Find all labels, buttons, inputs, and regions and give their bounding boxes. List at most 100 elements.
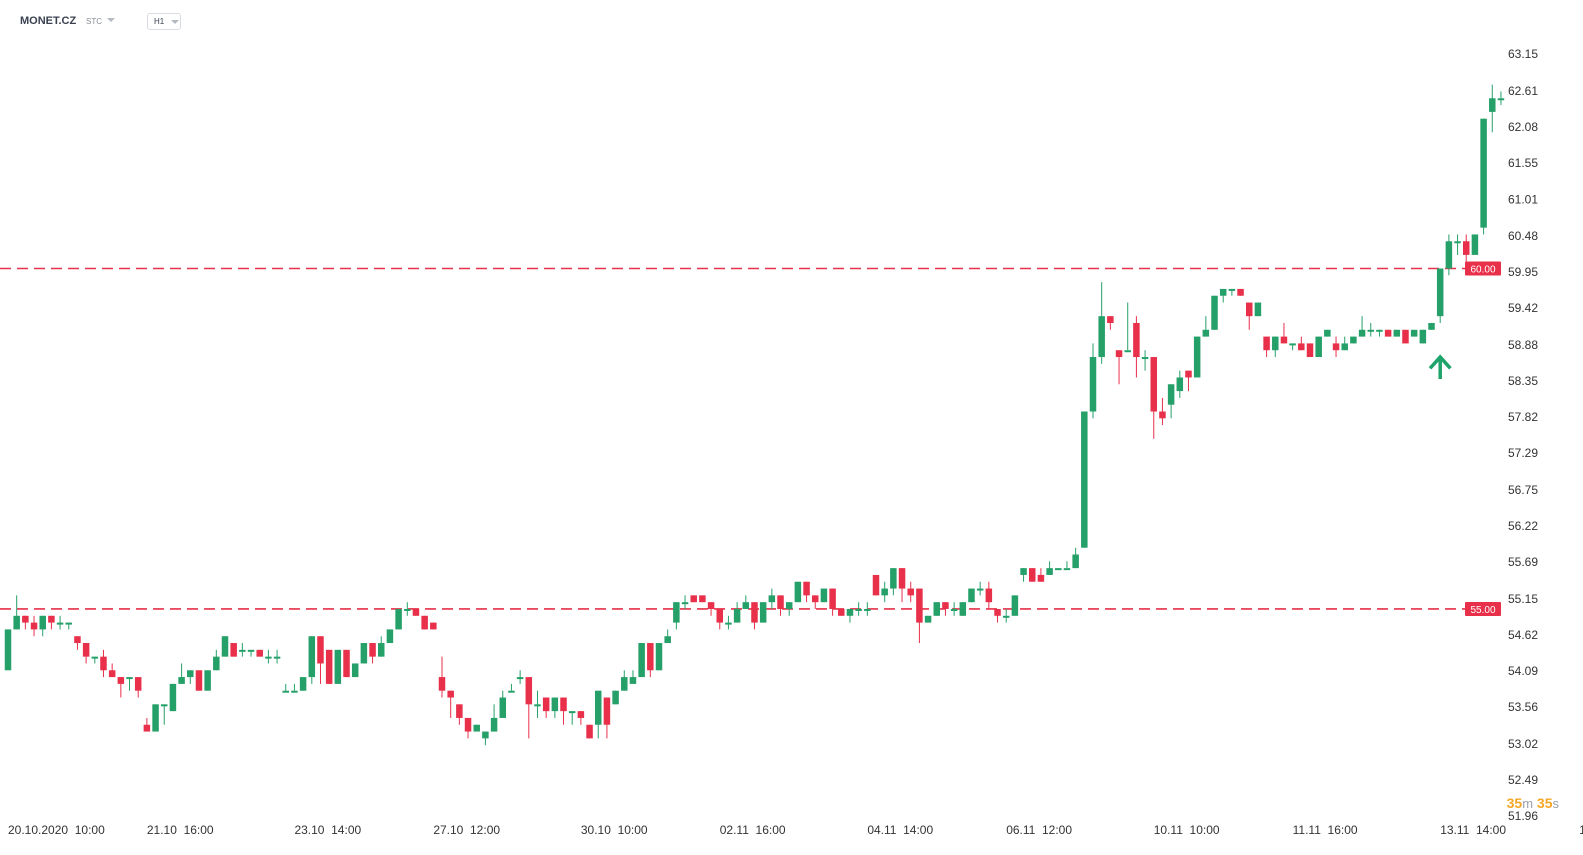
candle — [360, 643, 368, 664]
time-tick-label: 20.10.2020 10:00 — [8, 823, 105, 837]
candle — [343, 649, 350, 678]
candle-body — [1115, 350, 1123, 358]
candle — [1228, 288, 1236, 296]
candle — [1020, 568, 1027, 582]
candle — [759, 602, 767, 623]
candle-body — [282, 690, 290, 693]
candle-body — [768, 595, 776, 603]
candle-body — [1280, 336, 1288, 344]
candle — [169, 683, 177, 712]
candle — [716, 608, 724, 630]
candle-body — [13, 615, 20, 630]
candle — [603, 697, 611, 739]
candle-body — [1376, 329, 1383, 332]
candle — [482, 731, 489, 746]
candle-body — [430, 622, 437, 630]
candle-body — [655, 643, 663, 671]
candle — [586, 724, 593, 739]
price-tick-label: 51.96 — [1508, 809, 1538, 823]
candle — [1445, 234, 1453, 276]
candle — [768, 588, 776, 609]
candle-body — [239, 649, 246, 652]
candle — [160, 704, 168, 725]
candle — [742, 595, 750, 609]
candle — [1480, 118, 1487, 235]
candle — [1011, 595, 1019, 616]
candle — [1124, 302, 1131, 353]
candle — [108, 663, 116, 678]
candle-body — [178, 677, 185, 684]
candle — [1176, 370, 1184, 398]
price-tick-label: 61.55 — [1508, 156, 1538, 170]
candle-body — [811, 595, 819, 603]
level-tag-label-1: 55.00 — [1470, 605, 1495, 616]
candle — [1089, 343, 1097, 419]
candle-body — [516, 677, 524, 680]
candle-body — [942, 602, 949, 609]
candle-body — [1367, 329, 1375, 332]
candle-body — [647, 643, 654, 671]
candle-body — [1072, 554, 1079, 569]
candle-body — [933, 602, 941, 616]
candle — [13, 595, 20, 630]
candle — [1081, 411, 1088, 548]
candle-body — [1133, 322, 1140, 358]
candle-body — [1185, 370, 1192, 378]
symbol-label[interactable]: MONET.CZ — [20, 15, 77, 27]
candle-body — [377, 643, 385, 657]
candle — [438, 656, 446, 698]
candle-body — [1436, 268, 1444, 317]
candle-body — [39, 615, 46, 630]
candle-body — [395, 608, 402, 630]
candle — [56, 615, 64, 630]
candle — [152, 704, 159, 732]
candle — [308, 636, 316, 684]
candle-body — [1324, 329, 1331, 337]
candle-body — [221, 636, 229, 657]
candle — [1211, 295, 1218, 330]
price-tick-label: 63.15 — [1508, 47, 1538, 61]
candle-body — [213, 656, 220, 671]
candle-body — [169, 683, 177, 712]
price-tick-label: 59.95 — [1508, 265, 1538, 279]
price-tick-label: 52.49 — [1508, 773, 1538, 787]
timer-minutes-unit: m — [1522, 796, 1534, 811]
candle — [1384, 329, 1392, 337]
candle — [777, 595, 784, 616]
candle-body — [195, 670, 203, 691]
candle-body — [187, 670, 194, 678]
candle-body — [1081, 411, 1088, 548]
candle-body — [864, 608, 871, 611]
candle-body — [299, 677, 307, 691]
exchange-label[interactable]: STC — [86, 17, 102, 26]
candle-body — [1358, 329, 1366, 337]
candle-body — [317, 636, 324, 664]
candle-body — [117, 677, 125, 684]
candle-body — [551, 697, 559, 712]
candle — [516, 670, 524, 684]
candle — [1358, 316, 1366, 337]
candle — [1402, 329, 1409, 344]
candle-body — [1410, 329, 1418, 337]
price-tick-label: 62.61 — [1508, 84, 1538, 98]
exchange-dropdown-icon[interactable] — [107, 18, 115, 22]
candle-body — [265, 656, 272, 659]
candle-body — [890, 568, 897, 589]
candle-body — [525, 677, 533, 705]
candle-body — [612, 690, 619, 705]
level-tag-label-0: 60.00 — [1470, 265, 1495, 276]
candle — [1350, 336, 1357, 344]
candle-body — [1055, 568, 1062, 571]
candle — [673, 602, 680, 630]
timeframe-select[interactable]: H1 — [147, 13, 181, 30]
candle-body — [464, 717, 472, 732]
candle — [838, 608, 845, 616]
candle-body — [838, 608, 845, 616]
time-tick-label: 16.11 20:00 — [1579, 823, 1583, 837]
price-tick-label: 62.08 — [1508, 120, 1538, 134]
candle-body — [1306, 343, 1314, 358]
candle — [490, 704, 498, 732]
candle-body — [794, 581, 802, 603]
timer-seconds: 35 — [1536, 795, 1553, 811]
